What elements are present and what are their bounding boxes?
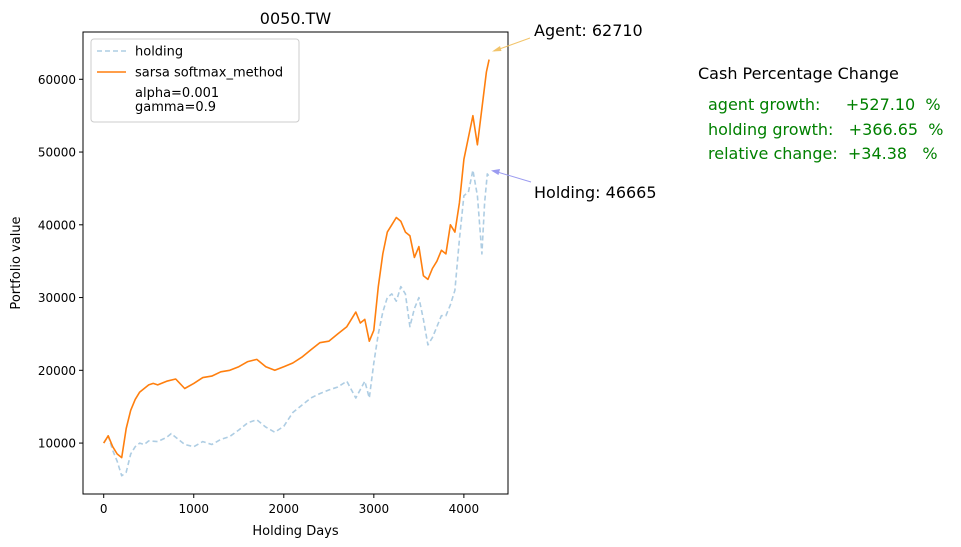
y-tick-label: 60000 xyxy=(38,73,76,87)
x-tick-label: 1000 xyxy=(178,502,209,516)
y-tick-label: 20000 xyxy=(38,364,76,378)
series-line-sarsa-softmax-method xyxy=(103,59,490,459)
legend-note: alpha=0.001 gamma=0.9 xyxy=(135,86,219,115)
legend-label-sarsa: sarsa softmax_method xyxy=(135,66,283,81)
y-axis-label: Portfolio value xyxy=(9,216,24,309)
y-tick-label: 30000 xyxy=(38,291,76,305)
x-tick-label: 3000 xyxy=(359,502,390,516)
y-tick-label: 10000 xyxy=(38,437,76,451)
x-tick-label: 4000 xyxy=(449,502,480,516)
annotation-holding: Holding: 46665 xyxy=(491,169,657,202)
cash-change-title: Cash Percentage Change xyxy=(698,64,899,83)
axes-frame xyxy=(82,31,509,495)
y-tick-label: 50000 xyxy=(38,146,76,160)
series-layer xyxy=(103,59,490,477)
agent-arrowhead xyxy=(492,46,502,52)
holding-label: Holding: 46665 xyxy=(534,183,657,202)
annotation-agent: Agent: 62710 xyxy=(492,21,643,52)
legend: holding sarsa softmax_method alpha=0.001… xyxy=(90,38,300,123)
holding-growth-text: holding growth: +366.65 % xyxy=(708,120,944,139)
agent-growth-text: agent growth: +527.10 % xyxy=(708,95,941,114)
legend-box xyxy=(90,38,300,123)
y-tick-label: 40000 xyxy=(38,218,76,232)
x-tick-label: 2000 xyxy=(269,502,300,516)
x-axis-label: Holding Days xyxy=(252,524,338,539)
axes-layer: 0 1000 2000 3000 4000 10000 20000 30000 40000 500… xyxy=(38,31,509,516)
agent-label: Agent: 62710 xyxy=(534,21,643,40)
chart-title: 0050.TW xyxy=(260,9,332,28)
x-tick-label: 0 xyxy=(100,502,108,516)
relative-change-text: relative change: +34.38 % xyxy=(708,144,938,163)
legend-label-holding: holding xyxy=(135,45,183,60)
holding-arrowhead xyxy=(491,169,500,175)
holding-arrow xyxy=(493,170,532,183)
series-line-holding xyxy=(103,169,490,477)
